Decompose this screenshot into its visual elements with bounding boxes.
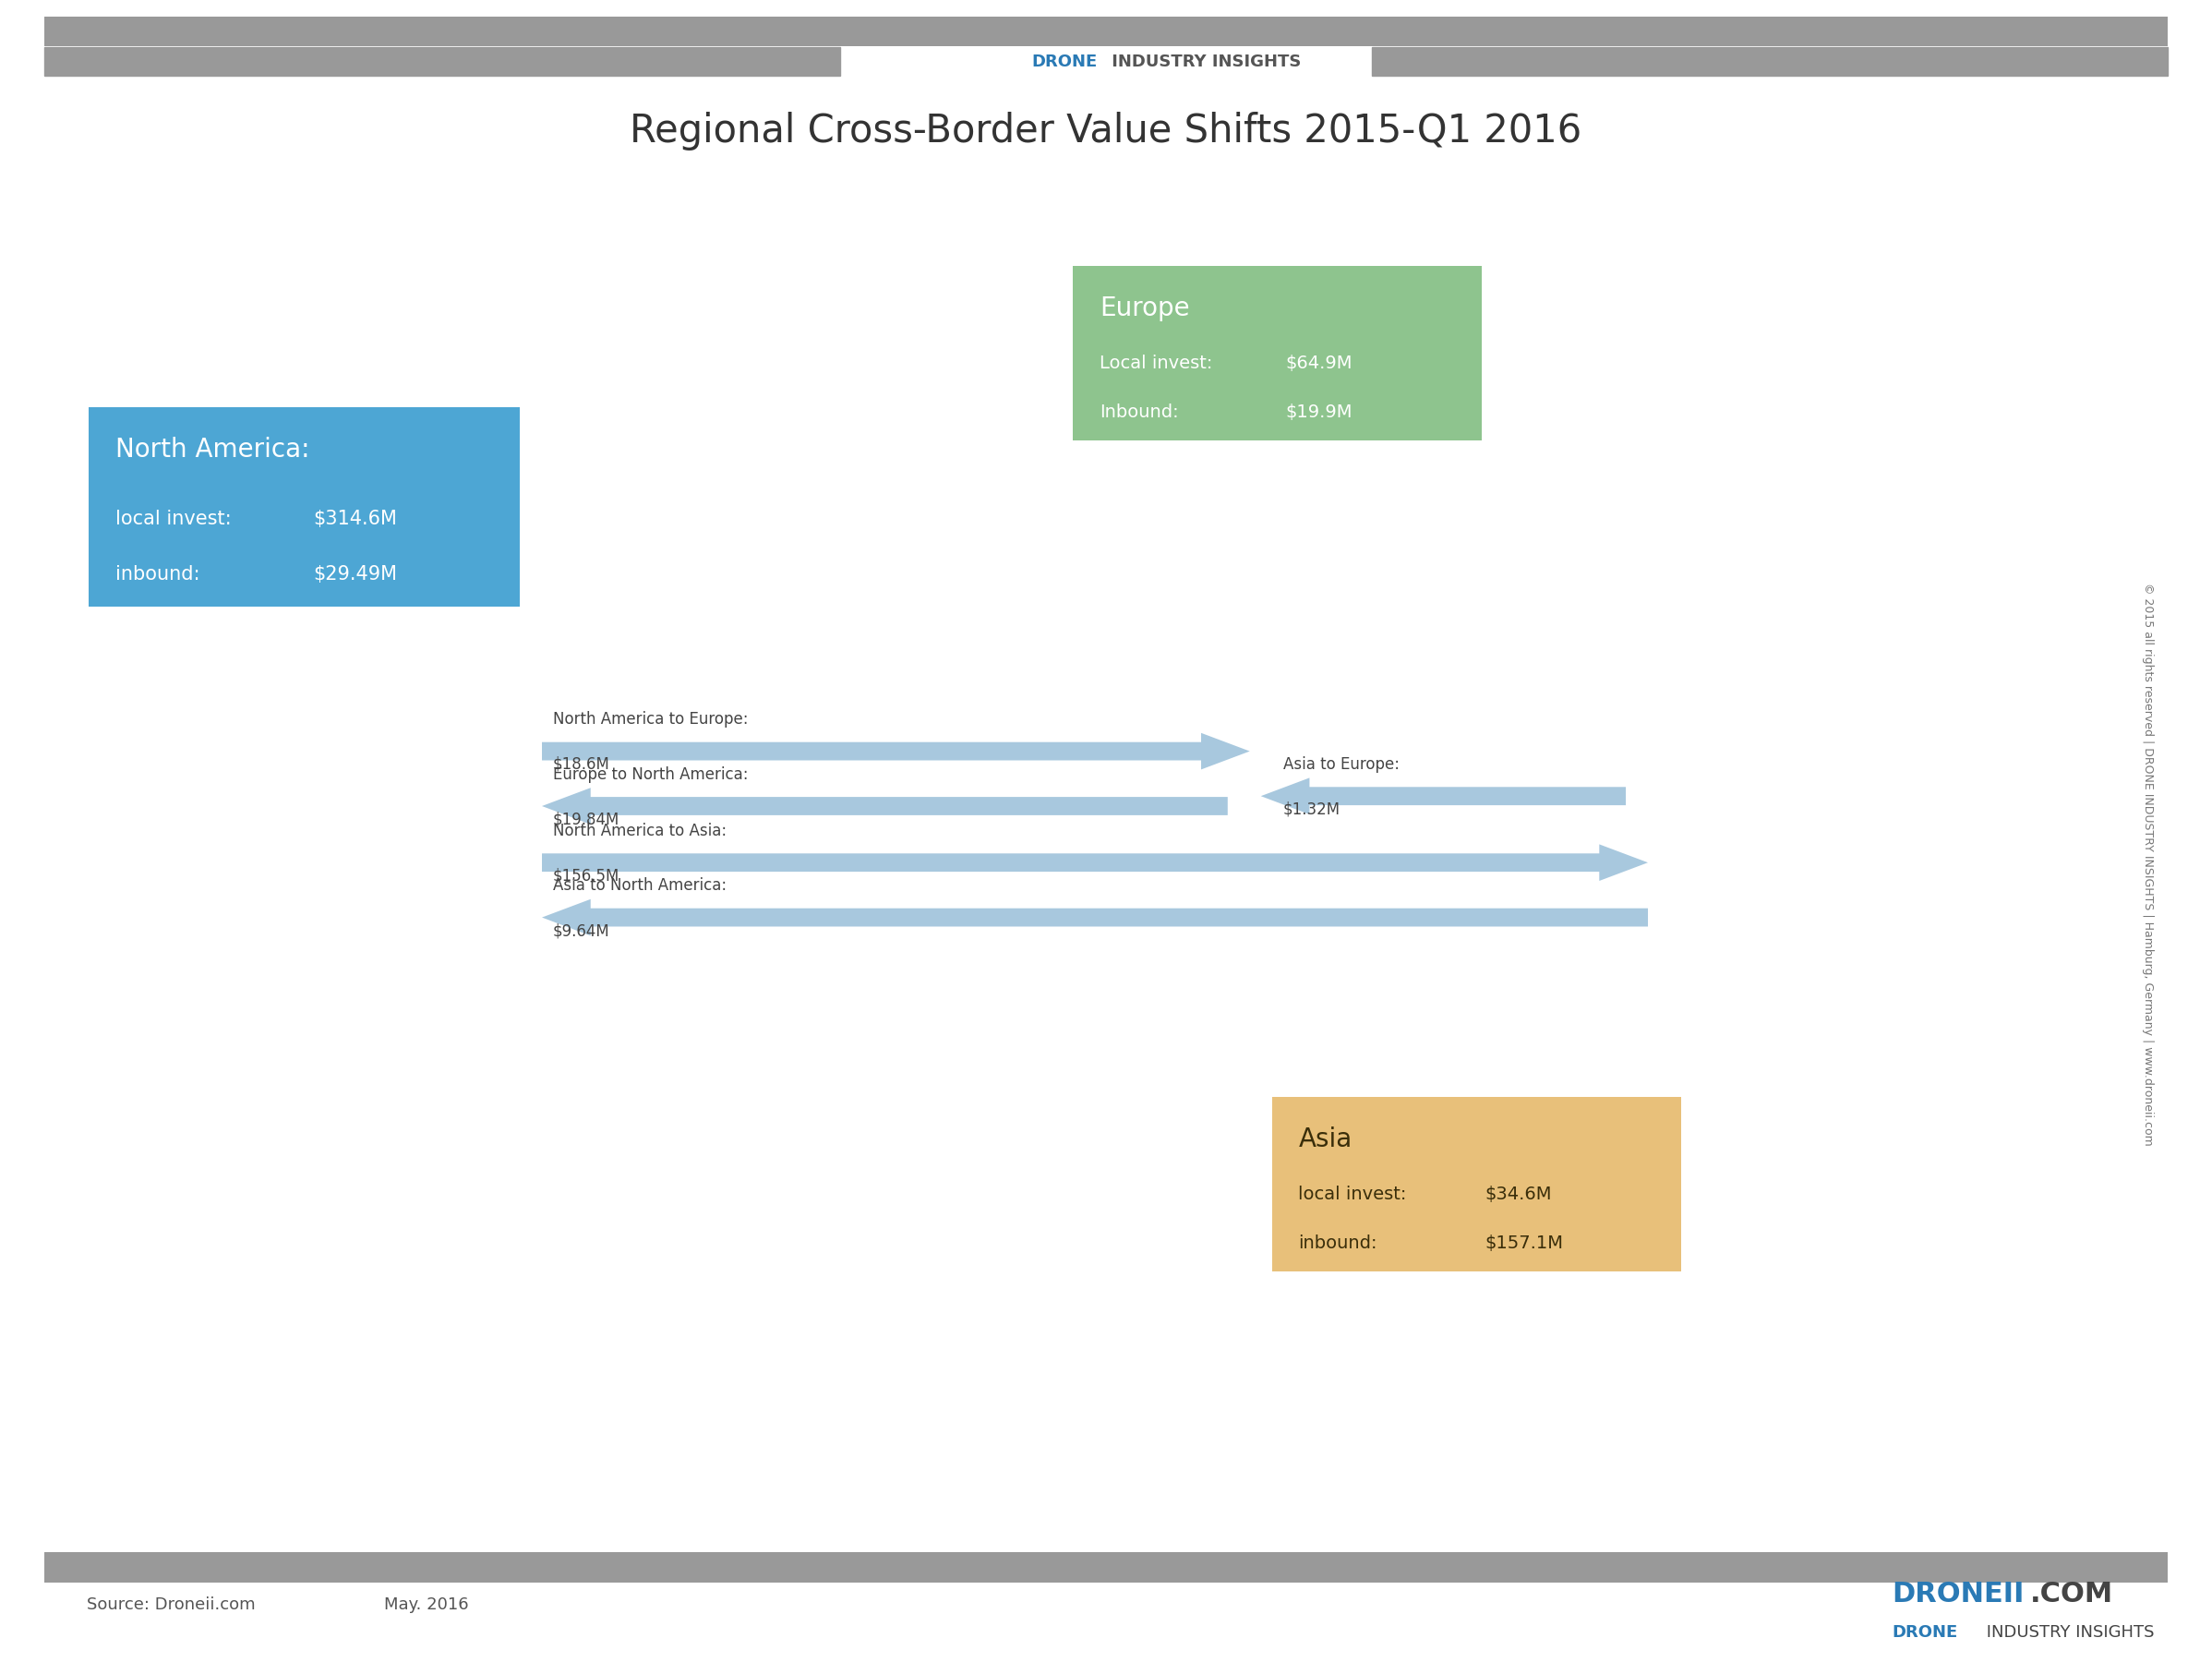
Text: $64.9M: $64.9M [1285,356,1352,372]
Text: May. 2016: May. 2016 [385,1597,469,1614]
FancyBboxPatch shape [1073,266,1482,440]
Text: $157.1M: $157.1M [1484,1235,1564,1251]
Text: INDUSTRY INSIGHTS: INDUSTRY INSIGHTS [1982,1624,2154,1640]
Text: inbound:: inbound: [1298,1235,1378,1251]
Text: © 2015 all rights reserved | DRONE INDUSTRY INSIGHTS | Hamburg, Germany | www.dr: © 2015 all rights reserved | DRONE INDUS… [2141,583,2154,1145]
Text: $9.64M: $9.64M [553,922,611,939]
Text: $1.32M: $1.32M [1283,801,1340,818]
Text: Source: Droneii.com: Source: Droneii.com [86,1597,254,1614]
Text: DRONEII: DRONEII [1891,1581,2024,1607]
Polygon shape [542,733,1250,770]
Polygon shape [542,844,1648,881]
Text: $29.49M: $29.49M [312,565,396,583]
Text: INDUSTRY INSIGHTS: INDUSTRY INSIGHTS [1106,53,1301,70]
Text: .COM: .COM [2031,1581,2112,1607]
Text: $34.6M: $34.6M [1484,1187,1551,1203]
Text: $19.9M: $19.9M [1285,404,1352,420]
Text: Local invest:: Local invest: [1099,356,1212,372]
Text: Europe: Europe [1099,296,1190,322]
Text: local invest:: local invest: [115,510,230,529]
Text: $18.6M: $18.6M [553,756,611,773]
Text: Asia: Asia [1298,1127,1352,1153]
Text: $19.84M: $19.84M [553,811,619,828]
FancyBboxPatch shape [88,407,520,607]
Polygon shape [542,788,1228,824]
Text: North America to Asia:: North America to Asia: [553,823,728,839]
Text: DRONE: DRONE [1031,53,1097,70]
Text: Inbound:: Inbound: [1099,404,1179,420]
Text: local invest:: local invest: [1298,1187,1407,1203]
Polygon shape [542,899,1648,936]
Text: Asia to North America:: Asia to North America: [553,878,728,894]
Text: inbound:: inbound: [115,565,199,583]
Text: North America:: North America: [115,437,310,464]
Bar [1371,47,2168,76]
Polygon shape [1261,778,1626,814]
Text: DRONE: DRONE [1891,1624,1958,1640]
Text: Regional Cross-Border Value Shifts 2015-Q1 2016: Regional Cross-Border Value Shifts 2015-… [630,111,1582,151]
Bar [44,47,841,76]
Text: Asia to Europe:: Asia to Europe: [1283,756,1400,773]
Text: North America to Europe:: North America to Europe: [553,711,748,728]
FancyBboxPatch shape [1272,1097,1681,1271]
Text: Europe to North America:: Europe to North America: [553,766,748,783]
Text: $156.5M: $156.5M [553,868,619,884]
Text: $314.6M: $314.6M [312,510,396,529]
